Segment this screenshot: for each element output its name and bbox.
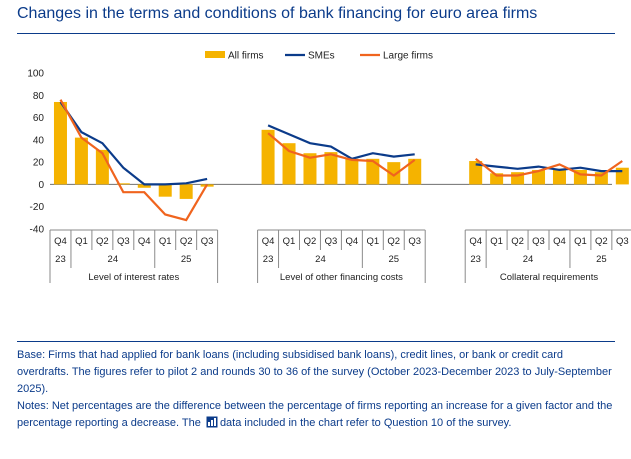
bar-all-firms xyxy=(74,137,88,185)
bar-all-firms xyxy=(158,184,172,197)
quarter-tick-label: Q4 xyxy=(138,236,151,247)
year-tick-label: 24 xyxy=(523,254,534,265)
quarter-tick-label: Q3 xyxy=(325,236,338,247)
title-divider xyxy=(17,33,615,34)
data-link[interactable]: data xyxy=(219,417,242,429)
year-tick-label: 24 xyxy=(315,254,326,265)
bar-all-firms xyxy=(594,172,608,185)
quarter-tick-label: Q3 xyxy=(408,236,421,247)
line-large-firms xyxy=(475,157,623,177)
quarter-tick-label: Q2 xyxy=(511,236,524,247)
chart-title: Changes in the terms and conditions of b… xyxy=(17,5,538,22)
group-label: Collateral requirements xyxy=(500,272,598,283)
quarter-tick-label: Q1 xyxy=(574,236,587,247)
line-smes xyxy=(59,101,208,186)
quarter-tick-label: Q2 xyxy=(96,236,109,247)
legend-label-large-firms: Large firms xyxy=(383,51,433,62)
quarter-tick-label: Q4 xyxy=(54,236,67,247)
data-link-icon[interactable] xyxy=(206,416,218,434)
bar-all-firms xyxy=(303,153,317,185)
quarter-tick-label: Q1 xyxy=(75,236,88,247)
line-large-firms xyxy=(59,99,209,222)
bar-all-firms xyxy=(366,158,380,185)
chart-figure: -40 -20 0 20 40 60 80 100 All firms SMEs Large fir… xyxy=(27,51,631,283)
legend-label-smes: SMEs xyxy=(308,51,335,62)
notes-paragraph: Notes: Net percentages are the differenc… xyxy=(17,398,617,434)
notes-section: Base: Firms that had applied for bank lo… xyxy=(17,347,617,434)
bar-all-firms xyxy=(53,101,67,185)
quarter-tick-label: Q1 xyxy=(283,236,296,247)
line-large-firms xyxy=(267,132,416,177)
quarter-tick-label: Q2 xyxy=(595,236,608,247)
quarter-tick-label: Q1 xyxy=(366,236,379,247)
base-note: Base: Firms that had applied for bank lo… xyxy=(17,349,612,395)
quarter-tick-label: Q3 xyxy=(117,236,130,247)
line-smes xyxy=(267,124,415,160)
quarter-tick-label: Q3 xyxy=(201,236,214,247)
bar-all-firms xyxy=(469,161,483,185)
notes-text: Notes: Net percentages are the differenc… xyxy=(17,400,613,429)
quarter-tick-label: Q1 xyxy=(490,236,503,247)
y-tick-label: 100 xyxy=(27,69,44,80)
bar-all-firms xyxy=(552,168,566,185)
notes-text-end: included in the chart refer to Question … xyxy=(244,417,512,429)
bar-all-firms xyxy=(261,129,275,185)
year-tick-label: 23 xyxy=(55,254,66,265)
y-tick-label: 0 xyxy=(38,180,44,191)
year-tick-label: 23 xyxy=(470,254,481,265)
year-tick-label: 24 xyxy=(108,254,119,265)
year-tick-label: 25 xyxy=(181,254,192,265)
bar-all-firms xyxy=(116,183,130,185)
bar-all-firms xyxy=(490,173,504,185)
quarter-tick-label: Q4 xyxy=(469,236,482,247)
legend-label-all-firms: All firms xyxy=(228,51,264,62)
quarter-tick-label: Q4 xyxy=(553,236,566,247)
y-tick-label: -20 xyxy=(30,202,45,213)
legend-swatch-all-firms xyxy=(205,51,225,58)
quarter-tick-label: Q2 xyxy=(304,236,317,247)
year-tick-label: 23 xyxy=(263,254,274,265)
group-label: Level of interest rates xyxy=(88,272,179,283)
group-label: Level of other financing costs xyxy=(280,272,403,283)
quarter-tick-label: Q1 xyxy=(159,236,172,247)
bar-all-firms xyxy=(179,184,193,199)
bar-all-firms xyxy=(324,152,338,185)
bar-all-firms xyxy=(282,143,296,185)
quarter-tick-label: Q4 xyxy=(346,236,359,247)
bar-all-firms xyxy=(532,169,546,185)
y-tick-label: 60 xyxy=(33,113,45,124)
quarter-tick-label: Q3 xyxy=(532,236,545,247)
y-tick-label: -40 xyxy=(30,225,45,236)
year-tick-label: 25 xyxy=(596,254,607,265)
bar-all-firms xyxy=(408,158,422,185)
quarter-tick-label: Q3 xyxy=(616,236,629,247)
quarter-tick-label: Q2 xyxy=(180,236,193,247)
year-tick-label: 25 xyxy=(388,254,399,265)
y-tick-label: 80 xyxy=(33,91,45,102)
quarter-tick-label: Q4 xyxy=(262,236,275,247)
bar-all-firms xyxy=(345,158,359,185)
y-tick-label: 40 xyxy=(33,135,45,146)
bar-all-firms xyxy=(137,184,151,188)
y-tick-label: 20 xyxy=(33,158,45,169)
quarter-tick-label: Q2 xyxy=(387,236,400,247)
bar-all-firms xyxy=(387,162,401,185)
notes-divider xyxy=(17,341,615,342)
